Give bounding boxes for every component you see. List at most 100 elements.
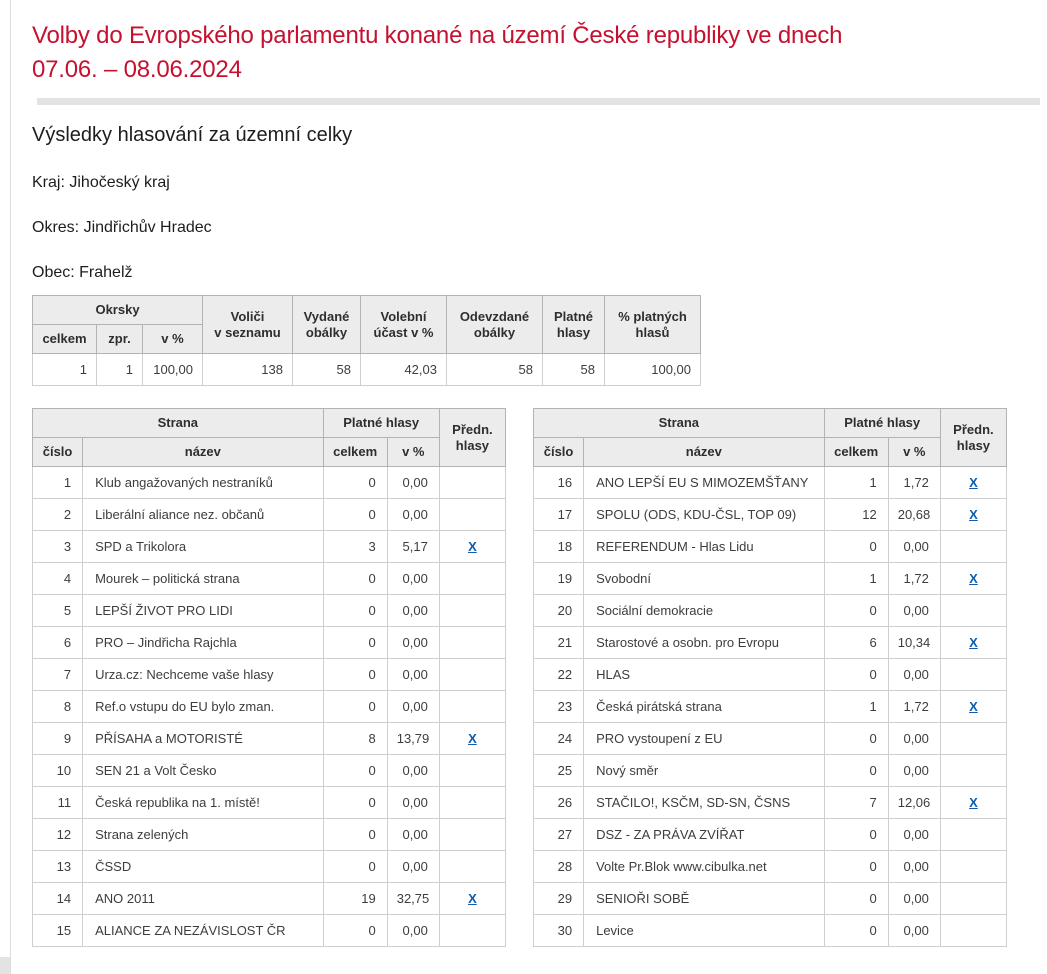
party-row: 4 Mourek – politická strana 0 0,00 bbox=[31, 562, 507, 595]
votes-total-cell: 0 bbox=[322, 658, 388, 691]
votes-total-cell: 7 bbox=[823, 786, 889, 819]
header-cislo: číslo bbox=[532, 437, 585, 467]
party-number-cell: 18 bbox=[532, 530, 585, 563]
votes-total-cell: 0 bbox=[322, 850, 388, 883]
preferential-cell bbox=[438, 562, 507, 595]
preferential-cell bbox=[939, 594, 1008, 627]
preferential-cell bbox=[939, 914, 1008, 947]
page-title-line2: 07.06. – 08.06.2024 bbox=[32, 56, 242, 83]
votes-total-cell: 1 bbox=[823, 466, 889, 499]
header-nazev: název bbox=[82, 437, 324, 467]
party-row: 12 Strana zelených 0 0,00 bbox=[31, 818, 507, 851]
preferential-votes-link[interactable]: X bbox=[969, 635, 978, 650]
preferential-cell: X bbox=[939, 786, 1008, 819]
okrsky-v-pct-value: 100,00 bbox=[142, 353, 203, 386]
preferential-votes-link[interactable]: X bbox=[969, 795, 978, 810]
votes-percent-cell: 0,00 bbox=[887, 530, 941, 563]
party-row: 25 Nový směr 0 0,00 bbox=[532, 754, 1008, 787]
preferential-votes-link[interactable]: X bbox=[969, 699, 978, 714]
header-odevzdane-obalky: Odevzdané obálky bbox=[446, 295, 543, 354]
party-name-cell: STAČILO!, KSČM, SD-SN, ČSNS bbox=[583, 786, 825, 819]
party-name-cell: Volte Pr.Blok www.cibulka.net bbox=[583, 850, 825, 883]
party-number-cell: 9 bbox=[31, 722, 84, 755]
party-row: 2 Liberální aliance nez. občanů 0 0,00 bbox=[31, 498, 507, 531]
region-line-obec: Obec: Frahelž bbox=[32, 264, 1040, 282]
votes-total-cell: 12 bbox=[823, 498, 889, 531]
votes-total-cell: 0 bbox=[322, 914, 388, 947]
party-row: 8 Ref.o vstupu do EU bylo zman. 0 0,00 bbox=[31, 690, 507, 723]
preferential-cell bbox=[438, 658, 507, 691]
party-row: 14 ANO 2011 19 32,75 X bbox=[31, 882, 507, 915]
party-number-cell: 8 bbox=[31, 690, 84, 723]
page-left-border bbox=[10, 0, 11, 974]
votes-total-cell: 8 bbox=[322, 722, 388, 755]
preferential-cell bbox=[939, 818, 1008, 851]
vydane-obalky-value: 58 bbox=[292, 353, 361, 386]
party-row: 27 DSZ - ZA PRÁVA ZVÍŘAT 0 0,00 bbox=[532, 818, 1008, 851]
votes-percent-cell: 0,00 bbox=[386, 498, 440, 531]
odevzdane-obalky-value: 58 bbox=[446, 353, 543, 386]
preferential-votes-link[interactable]: X bbox=[969, 507, 978, 522]
party-name-cell: REFERENDUM - Hlas Lidu bbox=[583, 530, 825, 563]
preferential-votes-link[interactable]: X bbox=[468, 731, 477, 746]
preferential-cell bbox=[939, 530, 1008, 563]
votes-total-cell: 0 bbox=[322, 690, 388, 723]
header-v-pct: v % bbox=[386, 437, 440, 467]
party-table-right: Strana Platné hlasy Předn. hlasy číslo n… bbox=[532, 408, 1008, 947]
party-name-cell: Ref.o vstupu do EU bylo zman. bbox=[82, 690, 324, 723]
party-number-cell: 20 bbox=[532, 594, 585, 627]
preferential-votes-link[interactable]: X bbox=[969, 475, 978, 490]
preferential-votes-link[interactable]: X bbox=[969, 571, 978, 586]
votes-total-cell: 0 bbox=[322, 626, 388, 659]
party-row: 6 PRO – Jindřicha Rajchla 0 0,00 bbox=[31, 626, 507, 659]
preferential-cell bbox=[438, 786, 507, 819]
party-row: 21 Starostové a osobn. pro Evropu 6 10,34 X bbox=[532, 626, 1008, 659]
party-name-cell: ČSSD bbox=[82, 850, 324, 883]
party-name-cell: Svobodní bbox=[583, 562, 825, 595]
header-volici-v-seznamu: Voliči v seznamu bbox=[202, 295, 293, 354]
party-number-cell: 3 bbox=[31, 530, 84, 563]
header-pct-platnych-hlasu: % platných hlasů bbox=[604, 295, 701, 354]
preferential-cell: X bbox=[438, 530, 507, 563]
party-name-cell: HLAS bbox=[583, 658, 825, 691]
header-strana: Strana bbox=[32, 408, 324, 438]
party-number-cell: 19 bbox=[532, 562, 585, 595]
votes-percent-cell: 0,00 bbox=[887, 882, 941, 915]
party-number-cell: 2 bbox=[31, 498, 84, 531]
party-row: 28 Volte Pr.Blok www.cibulka.net 0 0,00 bbox=[532, 850, 1008, 883]
party-number-cell: 27 bbox=[532, 818, 585, 851]
votes-total-cell: 0 bbox=[322, 562, 388, 595]
party-name-cell: ANO 2011 bbox=[82, 882, 324, 915]
obec-label: Obec: bbox=[32, 264, 75, 281]
summary-row: 1 1 100,00 138 58 42,03 58 58 100,00 bbox=[32, 353, 701, 386]
party-name-cell: ALIANCE ZA NEZÁVISLOST ČR bbox=[82, 914, 324, 947]
party-row: 30 Levice 0 0,00 bbox=[532, 914, 1008, 947]
votes-percent-cell: 32,75 bbox=[386, 882, 440, 915]
party-number-cell: 1 bbox=[31, 466, 84, 499]
party-row: 7 Urza.cz: Nechceme vaše hlasy 0 0,00 bbox=[31, 658, 507, 691]
party-name-cell: PŘÍSAHA a MOTORISTÉ bbox=[82, 722, 324, 755]
party-number-cell: 5 bbox=[31, 594, 84, 627]
votes-percent-cell: 0,00 bbox=[386, 850, 440, 883]
votes-total-cell: 0 bbox=[823, 818, 889, 851]
votes-percent-cell: 0,00 bbox=[386, 690, 440, 723]
party-number-cell: 6 bbox=[31, 626, 84, 659]
party-number-cell: 12 bbox=[31, 818, 84, 851]
party-row: 9 PŘÍSAHA a MOTORISTÉ 8 13,79 X bbox=[31, 722, 507, 755]
party-name-cell: Klub angažovaných nestraníků bbox=[82, 466, 324, 499]
preferential-votes-link[interactable]: X bbox=[468, 539, 477, 554]
votes-percent-cell: 0,00 bbox=[887, 914, 941, 947]
page-title-line1: Volby do Evropského parlamentu konané na… bbox=[32, 22, 843, 49]
preferential-votes-link[interactable]: X bbox=[468, 891, 477, 906]
party-number-cell: 10 bbox=[31, 754, 84, 787]
preferential-cell bbox=[438, 850, 507, 883]
preferential-cell: X bbox=[939, 690, 1008, 723]
party-name-cell: Nový směr bbox=[583, 754, 825, 787]
header-predn-hlasy: Předn. hlasy bbox=[939, 408, 1008, 467]
party-number-cell: 30 bbox=[532, 914, 585, 947]
header-celkem: celkem bbox=[823, 437, 889, 467]
votes-percent-cell: 0,00 bbox=[386, 562, 440, 595]
party-number-cell: 23 bbox=[532, 690, 585, 723]
party-number-cell: 26 bbox=[532, 786, 585, 819]
votes-percent-cell: 0,00 bbox=[887, 818, 941, 851]
